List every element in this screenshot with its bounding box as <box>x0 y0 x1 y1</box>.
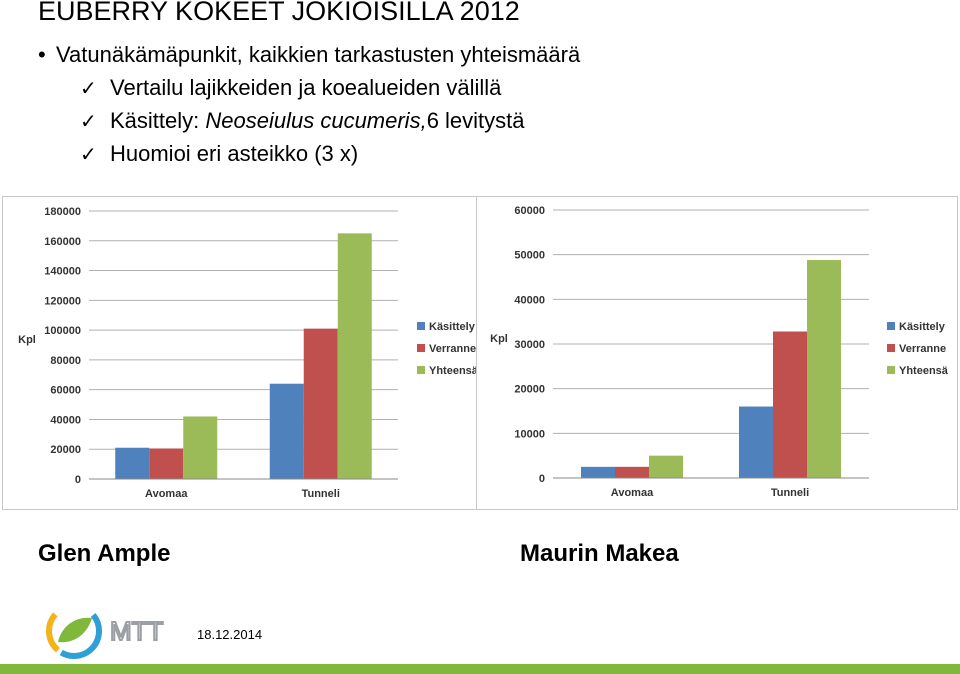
y-tick-label: 40000 <box>50 414 81 426</box>
checkmark-icon: ✓ <box>80 111 97 133</box>
y-tick-label: 30000 <box>514 339 545 351</box>
legend-label: Yhteensä <box>429 365 477 377</box>
mtt-logo: MTT <box>44 602 184 665</box>
legend-label: Verranne <box>429 343 476 355</box>
bar-kasittely <box>581 466 615 478</box>
y-tick-label: 120000 <box>44 295 81 307</box>
y-tick-label: 60000 <box>514 205 545 217</box>
legend-label: Yhteensä <box>899 365 949 377</box>
bar-kasittely <box>269 383 304 479</box>
check-text-1: Vertailu lajikkeiden ja koealueiden väli… <box>110 75 502 100</box>
y-axis-label: Kpl <box>490 333 508 345</box>
legend-label: Käsittely <box>429 321 476 333</box>
bar-verranne <box>303 328 338 479</box>
legend-swatch <box>417 366 425 374</box>
y-tick-label: 60000 <box>50 385 81 397</box>
x-tick-label: Avomaa <box>145 488 188 500</box>
legend-swatch <box>887 322 895 330</box>
x-tick-label: Tunneli <box>771 487 809 499</box>
mtt-logo-icon: MTT <box>46 603 165 659</box>
slide-title: EUBERRY KOKEET JOKIOISILLA 2012 <box>38 0 520 26</box>
chart-maurin-makea: 0 10000 20000 30000 40000 50000 60000 Kpl Avomaa… <box>476 196 958 510</box>
legend-swatch <box>417 322 425 330</box>
checkmark-icon: ✓ <box>80 78 97 100</box>
y-tick-label: 100000 <box>44 325 81 337</box>
check-item-2: ✓ Käsittely: Neoseiulus cucumeris,6 levit… <box>80 108 525 134</box>
x-tick-label: Tunneli <box>302 488 340 500</box>
check-text-2-suffix: 6 levitystä <box>426 108 525 133</box>
bar-yhteensa <box>337 233 372 479</box>
y-tick-label: 80000 <box>50 355 81 367</box>
legend-swatch <box>417 344 425 352</box>
check-text-2-prefix: Käsittely: <box>110 108 206 133</box>
legend-label: Verranne <box>899 343 946 355</box>
check-text-3: Huomioi eri asteikko (3 x) <box>110 141 359 166</box>
y-axis-label: Kpl <box>18 334 36 346</box>
y-tick-label: 0 <box>539 473 545 485</box>
y-tick-label: 40000 <box>514 294 545 306</box>
bar-kasittely <box>739 406 773 478</box>
bar-verranne <box>149 448 184 479</box>
legend-swatch <box>887 366 895 374</box>
slide-date: 18.12.2014 <box>197 627 263 642</box>
bar-yhteensa <box>807 260 841 478</box>
footer-bar <box>0 664 960 674</box>
y-tick-label: 160000 <box>44 236 81 248</box>
check-item-3: ✓ Huomioi eri asteikko (3 x) <box>80 141 358 167</box>
chart-svg-right: 0 10000 20000 30000 40000 50000 60000 Kpl Avomaa… <box>490 205 949 499</box>
bar-yhteensa <box>649 455 683 478</box>
caption-maurin-makea: Maurin Makea <box>520 540 679 567</box>
y-tick-label: 180000 <box>44 206 81 218</box>
y-tick-label: 20000 <box>50 444 81 456</box>
check-item-1: ✓ Vertailu lajikkeiden ja koealueiden väl… <box>80 75 501 101</box>
bar-verranne <box>773 331 807 478</box>
bullet-text: Vatunäkämäpunkit, kaikkien tarkastusten … <box>56 42 581 67</box>
bullet-dot-icon: • <box>38 42 46 67</box>
bar-yhteensa <box>183 416 218 479</box>
legend-swatch <box>887 344 895 352</box>
caption-glen-ample: Glen Ample <box>38 540 171 567</box>
species-name: Neoseiulus cucumeris, <box>205 108 427 133</box>
chart-glen-ample: 0 20000 40000 60000 80000 100000 120000 140000 1… <box>2 196 478 510</box>
bar-kasittely <box>115 447 150 479</box>
y-tick-label: 0 <box>75 474 81 486</box>
bar-verranne <box>615 466 649 478</box>
legend-label: Käsittely <box>899 321 946 333</box>
x-tick-label: Avomaa <box>611 487 654 499</box>
chart-svg-left: 0 20000 40000 60000 80000 100000 120000 140000 1… <box>18 206 477 500</box>
y-tick-label: 20000 <box>514 384 545 396</box>
y-tick-label: 140000 <box>44 266 81 278</box>
y-tick-label: 50000 <box>514 250 545 262</box>
logo-text: MTT <box>110 616 164 646</box>
bullet-item: • Vatunäkämäpunkit, kaikkien tarkastusten… <box>38 42 580 68</box>
y-tick-label: 10000 <box>514 428 545 440</box>
checkmark-icon: ✓ <box>80 144 97 166</box>
